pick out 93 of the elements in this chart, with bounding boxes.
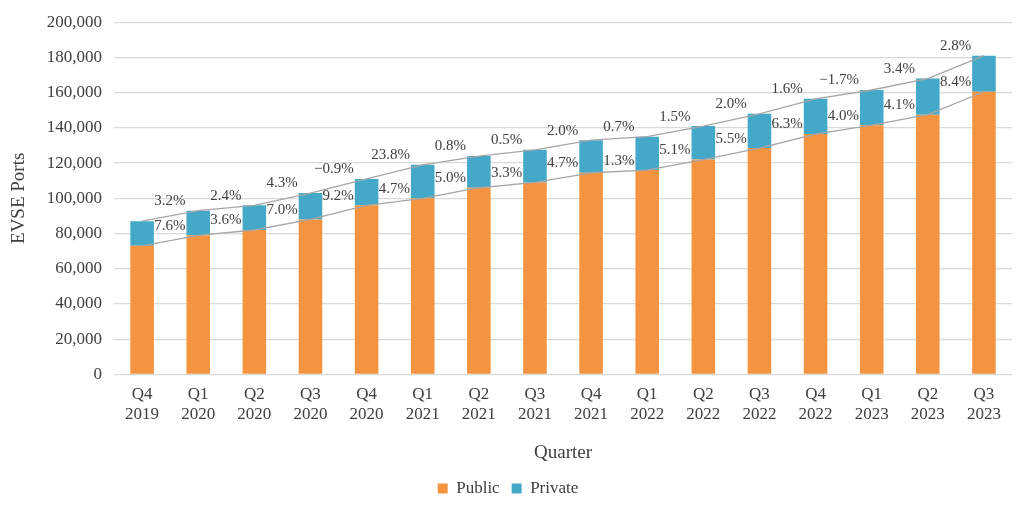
- bar: [130, 221, 154, 246]
- bar: [972, 91, 996, 374]
- bar: [186, 210, 211, 236]
- y-tick-label: 60,000: [55, 258, 103, 278]
- x-tick-label: Q3 2023: [966, 384, 1001, 424]
- annotation: 23.8%: [371, 146, 410, 163]
- annotation: 2.0%: [547, 121, 579, 138]
- annotation: 7.0%: [266, 200, 298, 217]
- bar: [523, 149, 547, 183]
- y-axis-title: EVSE Ports: [7, 152, 29, 244]
- annotation: 2.4%: [210, 186, 242, 203]
- bar: [467, 187, 491, 374]
- y-tick-label: 0: [93, 363, 103, 383]
- annotation: 4.7%: [547, 154, 579, 171]
- bar: [298, 193, 323, 220]
- x-tick-label: Q4 2021: [574, 384, 609, 424]
- annotation: 4.7%: [378, 179, 410, 196]
- annotation: 3.2%: [154, 192, 186, 209]
- annotation: 5.1%: [659, 141, 691, 157]
- bar: [186, 235, 211, 374]
- bar: [859, 90, 884, 126]
- annotation: 0.8%: [434, 137, 467, 154]
- x-tick-label: Q1 2021: [405, 384, 440, 424]
- bar: [691, 126, 716, 160]
- bar: [579, 172, 603, 374]
- x-tick-label: Q2 2022: [686, 384, 721, 424]
- y-tick-label: 200,000: [46, 11, 103, 31]
- annotation: 9.2%: [322, 186, 354, 203]
- annotation: 2.8%: [939, 37, 972, 54]
- annotation: 4.0%: [827, 106, 859, 123]
- annotation: 1.5%: [659, 107, 691, 124]
- x-tick-label: Q1 2020: [181, 384, 216, 424]
- bar: [916, 78, 940, 115]
- y-tick-label: 120,000: [46, 152, 103, 172]
- bar: [859, 125, 884, 374]
- bar: [298, 219, 323, 374]
- bar: [410, 198, 435, 374]
- x-tick-label: Q4 2020: [349, 384, 384, 424]
- bar: [635, 170, 659, 374]
- y-tick-label: 40,000: [55, 293, 103, 313]
- x-tick-label: Q2 2021: [461, 384, 496, 424]
- annotation: 5.5%: [715, 129, 747, 146]
- annotation: −1.7%: [819, 71, 859, 88]
- bar: [130, 245, 154, 374]
- bar: [747, 113, 772, 149]
- y-tick-label: 100,000: [46, 187, 103, 207]
- legend-label: Public: [456, 477, 501, 497]
- x-tick-label: Q3 2021: [517, 384, 552, 424]
- annotation: 1.3%: [603, 151, 635, 168]
- annotation: 6.3%: [771, 115, 803, 132]
- x-tick-label: Q3 2020: [293, 384, 328, 424]
- legend-label: Private: [530, 477, 579, 497]
- bar: [523, 182, 547, 374]
- x-tick-label: Q1 2022: [630, 384, 665, 424]
- x-tick-label: Q1 2023: [854, 384, 889, 424]
- y-tick-label: 140,000: [46, 117, 103, 137]
- annotation: 3.3%: [490, 163, 523, 180]
- bar: [354, 178, 379, 206]
- bar: [410, 164, 435, 199]
- annotation: 1.6%: [771, 80, 803, 97]
- bar: [803, 98, 828, 135]
- annotation: −0.9%: [314, 160, 354, 177]
- y-tick-label: 180,000: [46, 46, 103, 66]
- annotation: 0.5%: [490, 131, 523, 148]
- y-tick-label: 80,000: [55, 222, 103, 242]
- bar: [635, 136, 659, 171]
- bar: [354, 205, 379, 374]
- x-axis-title: Quarter: [534, 440, 593, 462]
- bar: [242, 205, 267, 230]
- annotation: 7.6%: [154, 216, 186, 233]
- x-tick-label: Q2 2023: [910, 384, 945, 424]
- annotation: 3.6%: [210, 211, 242, 228]
- x-tick-label: Q4 2022: [798, 384, 833, 424]
- annotation: 4.1%: [883, 96, 916, 113]
- bar: [972, 55, 996, 92]
- bar: [242, 230, 267, 374]
- y-tick-label: 160,000: [46, 82, 103, 102]
- y-tick-label: 20,000: [55, 328, 103, 348]
- annotation: 3.4%: [883, 59, 916, 76]
- annotation: 2.0%: [715, 95, 747, 112]
- annotation: 0.7%: [603, 118, 635, 135]
- bar: [467, 156, 491, 188]
- bar: [747, 148, 772, 374]
- bar: [916, 114, 940, 374]
- x-tick-label: Q2 2020: [237, 384, 272, 424]
- bar: [691, 159, 716, 374]
- x-tick-label: Q3 2022: [742, 384, 777, 424]
- bar: [579, 140, 603, 173]
- annotation: 5.0%: [434, 169, 467, 186]
- annotation: 4.3%: [266, 174, 298, 191]
- annotation: 8.4%: [939, 73, 972, 90]
- bar: [803, 134, 828, 374]
- x-tick-label: Q4 2019: [125, 384, 160, 424]
